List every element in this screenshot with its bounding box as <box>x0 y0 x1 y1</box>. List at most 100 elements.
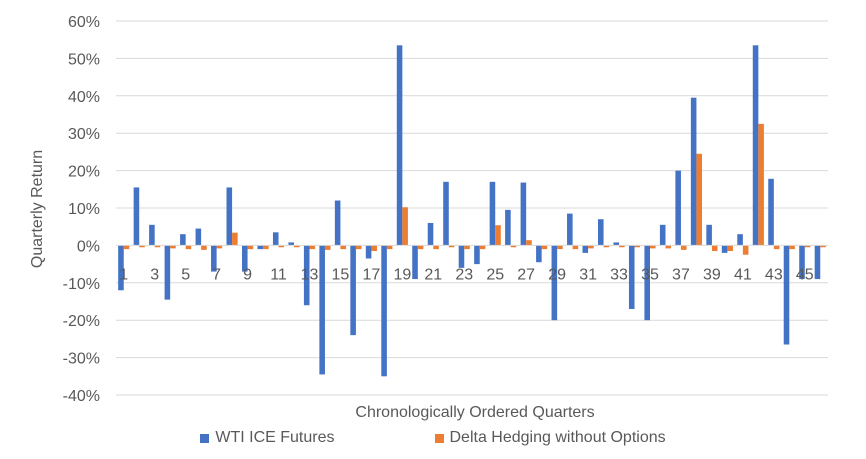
bars <box>118 45 826 377</box>
bar-wti <box>334 200 341 246</box>
bar-wti <box>706 224 712 246</box>
x-tick-label: 27 <box>517 266 535 283</box>
bar-wti <box>303 245 310 306</box>
bar-delta <box>603 245 610 248</box>
x-tick-label: 33 <box>610 266 628 283</box>
y-tick-label: -20% <box>63 313 100 330</box>
bar-wti <box>659 224 666 246</box>
bar-delta <box>510 245 517 248</box>
x-tick-labels: 1 3 5 7 9 11 13 15 17 19 21 23 25 27 29 31 33 35 37 39 41 43 4… <box>119 266 813 283</box>
x-tick-label: 25 <box>486 266 504 283</box>
bar-delta <box>278 245 285 248</box>
y-tick-label: 60% <box>68 14 100 31</box>
y-tick-label: 0% <box>77 238 100 255</box>
bar-wti <box>675 170 681 246</box>
bar-wti <box>241 245 248 272</box>
x-tick-label: 15 <box>332 266 350 283</box>
bar-delta <box>464 245 470 250</box>
bar-wti <box>180 234 186 246</box>
bar-delta <box>201 245 207 250</box>
x-tick-label: 19 <box>393 266 411 283</box>
bar-delta <box>139 245 145 248</box>
bar-wti <box>319 245 325 375</box>
bar-delta <box>541 245 548 250</box>
bar-delta <box>634 245 641 248</box>
bar-wti <box>613 242 620 246</box>
bar-wti <box>288 242 294 246</box>
x-tick-label: 23 <box>455 266 473 283</box>
bar-delta <box>526 240 532 246</box>
y-tick-label: -10% <box>63 276 100 293</box>
x-tick-label: 43 <box>765 266 783 283</box>
y-tick-label: 20% <box>68 164 100 181</box>
bar-delta <box>680 245 687 250</box>
bar-delta <box>417 245 424 250</box>
bar-delta <box>696 153 702 246</box>
bar-wti <box>597 219 604 246</box>
x-tick-label: 35 <box>641 266 659 283</box>
y-tick-label: 40% <box>68 89 100 106</box>
bar-wti <box>520 182 527 246</box>
bar-delta <box>789 245 795 250</box>
bar-wti <box>427 222 434 246</box>
bar-delta <box>216 245 223 249</box>
bar-delta <box>588 245 594 249</box>
legend-swatch-wti <box>200 433 210 443</box>
bar-delta <box>170 245 176 249</box>
bar-delta <box>232 232 238 246</box>
bar-wti <box>737 234 743 246</box>
bar-wti <box>272 232 279 246</box>
gridlines <box>116 20 828 396</box>
bar-wti <box>257 245 264 250</box>
x-tick-label: 5 <box>181 266 190 283</box>
bar-delta <box>154 245 161 248</box>
bar-delta <box>294 245 300 248</box>
y-tick-labels: 60% 50% 40% 30% 20% 10% 0% -10% -20% -30% -40% <box>63 14 100 405</box>
bar-wti <box>226 187 233 246</box>
bar-delta <box>711 245 718 252</box>
bar-wti <box>489 181 496 246</box>
x-tick-label: 9 <box>243 266 252 283</box>
bar-wti <box>582 245 589 253</box>
x-tick-label: 39 <box>703 266 721 283</box>
bar-wti <box>164 245 171 300</box>
bar-delta <box>355 245 362 250</box>
bar-delta <box>820 245 826 248</box>
bar-wti <box>350 245 356 336</box>
bar-delta <box>448 245 455 248</box>
legend-swatch-delta <box>434 433 444 443</box>
bar-wti <box>551 245 558 321</box>
bar-wti <box>412 245 418 280</box>
x-tick-label: 11 <box>270 266 287 283</box>
bar-delta <box>433 245 439 250</box>
bar-wti <box>721 245 728 253</box>
legend-item-wti: WTI ICE Futures <box>200 429 335 447</box>
bar-delta <box>324 245 331 250</box>
bar-delta <box>402 207 408 246</box>
bar-wti <box>149 224 155 246</box>
bar-wti <box>814 245 821 280</box>
bar-wti <box>458 245 465 268</box>
bar-wti <box>365 245 372 259</box>
bar-delta <box>185 245 192 250</box>
bar-wti <box>443 181 449 246</box>
y-tick-label: 50% <box>68 51 100 68</box>
bar-delta <box>557 245 563 250</box>
bar-delta <box>123 245 130 250</box>
x-axis-title: Chronologically Ordered Quarters <box>355 404 594 421</box>
x-tick-label: 3 <box>150 266 159 283</box>
bar-delta <box>804 245 811 248</box>
x-tick-label: 45 <box>796 266 814 283</box>
y-tick-label: 30% <box>68 126 100 143</box>
bar-delta <box>650 245 656 249</box>
x-tick-label: 31 <box>579 266 597 283</box>
bar-wti <box>567 213 573 246</box>
x-tick-label: 41 <box>734 266 752 283</box>
bar-wti <box>752 45 759 246</box>
bar-delta <box>665 245 672 249</box>
bar-delta <box>727 245 733 252</box>
legend-item-delta: Delta Hedging without Options <box>434 429 666 447</box>
bar-wti <box>195 228 202 246</box>
x-tick-label: 29 <box>548 266 566 283</box>
